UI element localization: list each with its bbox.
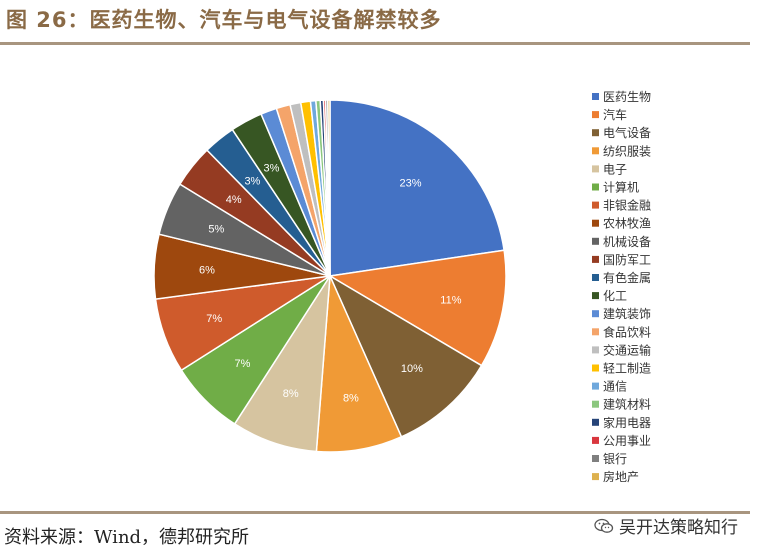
pie-data-label: 3%: [264, 163, 280, 175]
legend-label: 银行: [603, 452, 627, 466]
pie-slice: [328, 274, 483, 438]
legend-item: 化工: [592, 289, 627, 303]
legend-label: 通信: [603, 380, 627, 394]
legend-label: 非银金融: [603, 198, 651, 213]
pie-data-label: 7%: [235, 358, 251, 370]
legend-item: 建筑材料: [592, 397, 651, 412]
pie-data-label: 7%: [206, 313, 222, 325]
legend-item: 国防军工: [592, 252, 651, 267]
legend-item: 纺织服装: [592, 144, 651, 158]
legend-swatch: [592, 436, 599, 444]
legend-item: 轻工制造: [592, 362, 651, 376]
legend-swatch: [592, 255, 599, 263]
legend-label: 轻工制造: [603, 362, 651, 376]
legend-item: 电气设备: [592, 125, 651, 140]
pie-slice: [327, 249, 507, 367]
legend-item: 通信: [592, 380, 627, 394]
legend-label: 建筑装饰: [603, 306, 651, 321]
pie-data-label: 3%: [244, 175, 260, 187]
legend-label: 房地产: [603, 469, 639, 484]
legend-item: 银行: [592, 452, 627, 466]
legend-item: 房地产: [592, 469, 639, 484]
pie-slices: [153, 99, 507, 453]
legend-swatch: [592, 382, 599, 390]
pie-slice: [327, 99, 331, 277]
page-title: 图 26：医药生物、汽车与电气设备解禁较多: [6, 8, 442, 32]
pie-data-label: 6%: [199, 264, 215, 276]
legend-item: 家用电器: [592, 415, 651, 430]
legend-item: 计算机: [592, 180, 639, 195]
pie-data-label: 4%: [226, 194, 242, 206]
footer-divider: [0, 511, 750, 514]
legend-swatch: [592, 219, 599, 227]
wechat-account-name: 吴开达策略知行: [619, 518, 738, 538]
wechat-icon: [594, 518, 614, 533]
title-divider: [0, 42, 750, 45]
legend-label: 国防军工: [603, 252, 651, 267]
legend-swatch: [592, 328, 599, 336]
legend-label: 电气设备: [603, 125, 651, 140]
legend-swatch: [592, 165, 599, 173]
legend-swatch: [592, 93, 599, 100]
legend-item: 建筑装饰: [592, 306, 651, 321]
legend-label: 医药生物: [603, 90, 651, 104]
legend-swatch: [592, 292, 599, 300]
legend-swatch: [592, 346, 599, 354]
pie-slice: [329, 99, 505, 277]
source-note: 资料来源：Wind，德邦研究所: [4, 527, 250, 548]
wechat-account[interactable]: 吴开达策略知行: [594, 513, 738, 538]
legend-label: 食品饮料: [603, 324, 651, 339]
legend-swatch: [592, 129, 599, 137]
legend-swatch: [592, 237, 599, 245]
legend-item: 有色金属: [592, 270, 651, 285]
legend-swatch: [592, 111, 599, 119]
legend-item: 公用事业: [592, 434, 651, 448]
legend-item: 机械设备: [592, 234, 651, 249]
legend-item: 农林牧渔: [592, 217, 651, 231]
pie-data-label: 11%: [440, 295, 461, 307]
pie-data-label: 23%: [399, 178, 421, 190]
chart-legend: 医药生物汽车电气设备纺织服装电子计算机非银金融农林牧渔机械设备国防军工有色金属化…: [592, 90, 651, 484]
pie-data-label: 8%: [283, 388, 299, 400]
legend-label: 计算机: [603, 180, 639, 195]
legend-swatch: [592, 455, 599, 462]
legend-item: 医药生物: [592, 90, 651, 104]
pie-data-label: 8%: [343, 392, 359, 404]
legend-item: 电子: [592, 162, 627, 176]
legend-label: 有色金属: [603, 270, 651, 285]
legend-swatch: [592, 364, 599, 372]
legend-label: 家用电器: [603, 415, 651, 430]
legend-label: 化工: [603, 289, 627, 303]
legend-swatch: [592, 473, 599, 481]
legend-item: 汽车: [592, 107, 627, 122]
legend-swatch: [592, 183, 599, 191]
legend-label: 建筑材料: [603, 397, 651, 412]
legend-item: 食品饮料: [592, 324, 651, 339]
legend-label: 纺织服装: [603, 144, 651, 158]
legend-item: 非银金融: [592, 198, 651, 213]
legend-label: 农林牧渔: [603, 217, 651, 231]
legend-swatch: [592, 400, 599, 408]
legend-item: 交通运输: [592, 342, 651, 357]
legend-swatch: [592, 201, 599, 209]
legend-swatch: [592, 418, 599, 426]
legend-label: 机械设备: [603, 234, 651, 249]
legend-label: 公用事业: [603, 434, 651, 448]
pie-chart: 23%11%10%8%8%7%7%6%5%4%3%3% 医药生物汽车电气设备纺织…: [153, 90, 651, 484]
legend-label: 电子: [603, 162, 627, 176]
legend-swatch: [592, 147, 599, 155]
legend-swatch: [592, 274, 599, 281]
pie-data-labels: 23%11%10%8%8%7%7%6%5%4%3%3%: [199, 163, 462, 405]
legend-swatch: [592, 310, 599, 318]
legend-label: 交通运输: [603, 342, 651, 357]
pie-data-label: 10%: [401, 363, 423, 375]
pie-data-label: 5%: [208, 224, 224, 236]
legend-label: 汽车: [603, 107, 627, 122]
